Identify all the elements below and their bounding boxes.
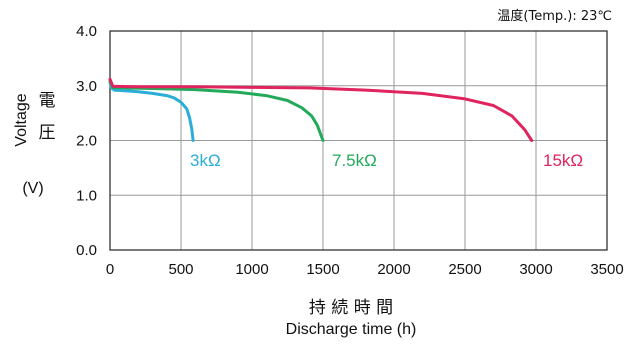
series-label: 15kΩ	[543, 151, 583, 170]
series-label: 3kΩ	[190, 151, 221, 170]
series-line	[108, 79, 195, 142]
y-axis-title-jp-1: 電	[39, 91, 56, 111]
y-tick-label: 2.0	[76, 133, 97, 150]
series-line	[108, 79, 325, 142]
x-axis-title: Discharge time (h)	[286, 321, 417, 338]
series-label: 7.5kΩ	[332, 151, 377, 170]
x-tick-label: 2000	[377, 261, 410, 278]
y-tick-label: 3.0	[76, 78, 97, 95]
x-axis-title-jp: 持 続 時 間	[309, 298, 393, 318]
y-axis-unit: (V)	[22, 180, 43, 197]
plot-area-frame	[109, 30, 608, 251]
series-lines	[108, 77, 534, 142]
temperature-note: 温度(Temp.): 23℃	[497, 8, 612, 24]
x-tick-label: 2500	[448, 261, 481, 278]
x-tick-label: 1000	[235, 261, 268, 278]
y-tick-label: 1.0	[76, 187, 97, 204]
x-tick-label: 500	[168, 261, 193, 278]
x-tick-label: 1500	[306, 261, 339, 278]
y-tick-label: 0.0	[76, 242, 97, 259]
y-axis-title-jp-2: 圧	[39, 123, 56, 143]
series-line	[108, 77, 534, 142]
x-tick-label: 3000	[519, 261, 552, 278]
y-tick-label: 4.0	[76, 23, 97, 40]
x-tick-label: 3500	[590, 261, 623, 278]
series-labels: 3kΩ 7.5kΩ 15kΩ	[190, 151, 583, 170]
x-tick-labels: 0 500 1000 1500 2000 2500 3000 3500	[106, 261, 624, 278]
y-tick-labels: 4.0 3.0 2.0 1.0 0.0	[76, 23, 97, 259]
y-axis-title-en: Voltage	[13, 93, 30, 146]
x-tick-label: 0	[106, 261, 114, 278]
